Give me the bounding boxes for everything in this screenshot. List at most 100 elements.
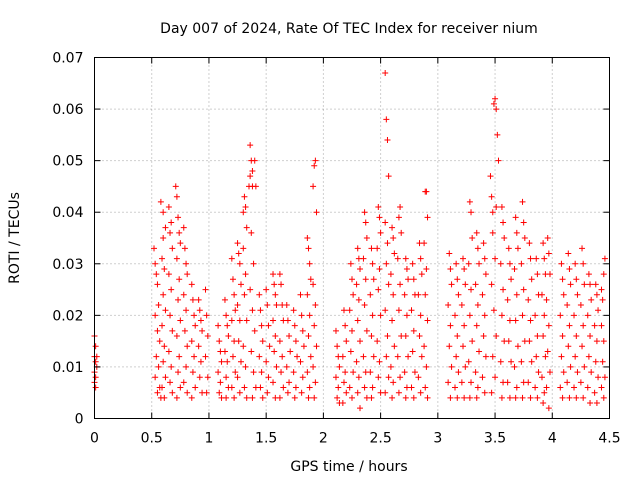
data-point xyxy=(376,214,383,221)
data-point xyxy=(181,245,188,252)
data-point xyxy=(367,369,374,376)
data-point xyxy=(397,281,404,288)
data-point xyxy=(545,405,552,412)
data-point xyxy=(545,250,552,257)
data-point xyxy=(286,379,293,386)
data-point xyxy=(567,281,574,288)
data-point xyxy=(542,353,549,360)
y-tick-label: 0.07 xyxy=(52,51,83,67)
data-point xyxy=(572,353,579,360)
data-point xyxy=(534,394,541,401)
data-point xyxy=(462,281,469,288)
data-point xyxy=(473,394,480,401)
data-point xyxy=(196,374,203,381)
data-point xyxy=(564,302,571,309)
data-point xyxy=(240,209,247,216)
data-point xyxy=(249,167,256,174)
data-point xyxy=(500,286,507,293)
data-point xyxy=(454,276,461,283)
data-point xyxy=(243,224,250,231)
data-point xyxy=(588,369,595,376)
data-point xyxy=(236,389,243,396)
data-point xyxy=(593,400,600,407)
data-point xyxy=(573,332,580,339)
data-point xyxy=(493,332,500,339)
data-point xyxy=(600,394,607,401)
data-point xyxy=(223,394,230,401)
data-point xyxy=(183,260,190,267)
data-point xyxy=(241,291,248,298)
data-point xyxy=(375,374,382,381)
data-point xyxy=(424,394,431,401)
data-point xyxy=(532,384,539,391)
data-point xyxy=(292,384,299,391)
data-point xyxy=(488,281,495,288)
data-point xyxy=(599,296,606,303)
data-point xyxy=(417,312,424,319)
data-point xyxy=(453,260,460,267)
data-point xyxy=(167,379,174,386)
data-point xyxy=(566,265,573,272)
data-point xyxy=(514,245,521,252)
data-point xyxy=(242,204,249,211)
data-point xyxy=(270,379,277,386)
data-point xyxy=(579,343,586,350)
data-point xyxy=(161,394,168,401)
data-point xyxy=(355,296,362,303)
data-point xyxy=(234,374,241,381)
data-point xyxy=(405,353,412,360)
data-point xyxy=(165,271,172,278)
data-point xyxy=(204,374,211,381)
data-point xyxy=(424,214,431,221)
data-point xyxy=(312,302,319,309)
data-point xyxy=(382,307,389,314)
data-point xyxy=(389,317,396,324)
data-point xyxy=(468,209,475,216)
data-point xyxy=(240,245,247,252)
data-point xyxy=(203,312,210,319)
data-point xyxy=(398,229,405,236)
data-point xyxy=(340,379,347,386)
data-point xyxy=(342,369,349,376)
data-point xyxy=(306,260,313,267)
data-point xyxy=(538,374,545,381)
data-point xyxy=(248,348,255,355)
data-point xyxy=(346,384,353,391)
data-point xyxy=(161,265,168,272)
data-point xyxy=(160,209,167,216)
data-point xyxy=(598,322,605,329)
data-point xyxy=(248,229,255,236)
data-point xyxy=(376,358,383,365)
data-point xyxy=(418,271,425,278)
data-point xyxy=(276,394,283,401)
data-point xyxy=(480,240,487,247)
data-point xyxy=(169,389,176,396)
y-tick-label: 0.02 xyxy=(52,308,83,324)
data-point xyxy=(374,245,381,252)
data-point xyxy=(455,369,462,376)
data-point xyxy=(228,317,235,324)
data-point xyxy=(350,369,357,376)
data-point xyxy=(488,389,495,396)
data-point xyxy=(543,296,550,303)
data-point xyxy=(472,369,479,376)
data-point xyxy=(156,338,163,345)
data-point xyxy=(497,260,504,267)
data-point xyxy=(566,322,573,329)
data-point xyxy=(504,379,511,386)
data-point xyxy=(458,379,465,386)
x-tick-label: 4 xyxy=(548,431,557,447)
data-point xyxy=(527,317,534,324)
data-point xyxy=(600,338,607,345)
data-point xyxy=(224,322,231,329)
data-point xyxy=(247,173,254,180)
x-tick-label: 3 xyxy=(433,431,442,447)
data-point xyxy=(587,332,594,339)
data-point xyxy=(447,394,454,401)
data-point xyxy=(525,296,532,303)
data-point xyxy=(543,384,550,391)
data-point xyxy=(452,312,458,319)
data-point xyxy=(390,379,397,386)
data-point xyxy=(231,291,238,298)
data-point xyxy=(199,327,206,334)
